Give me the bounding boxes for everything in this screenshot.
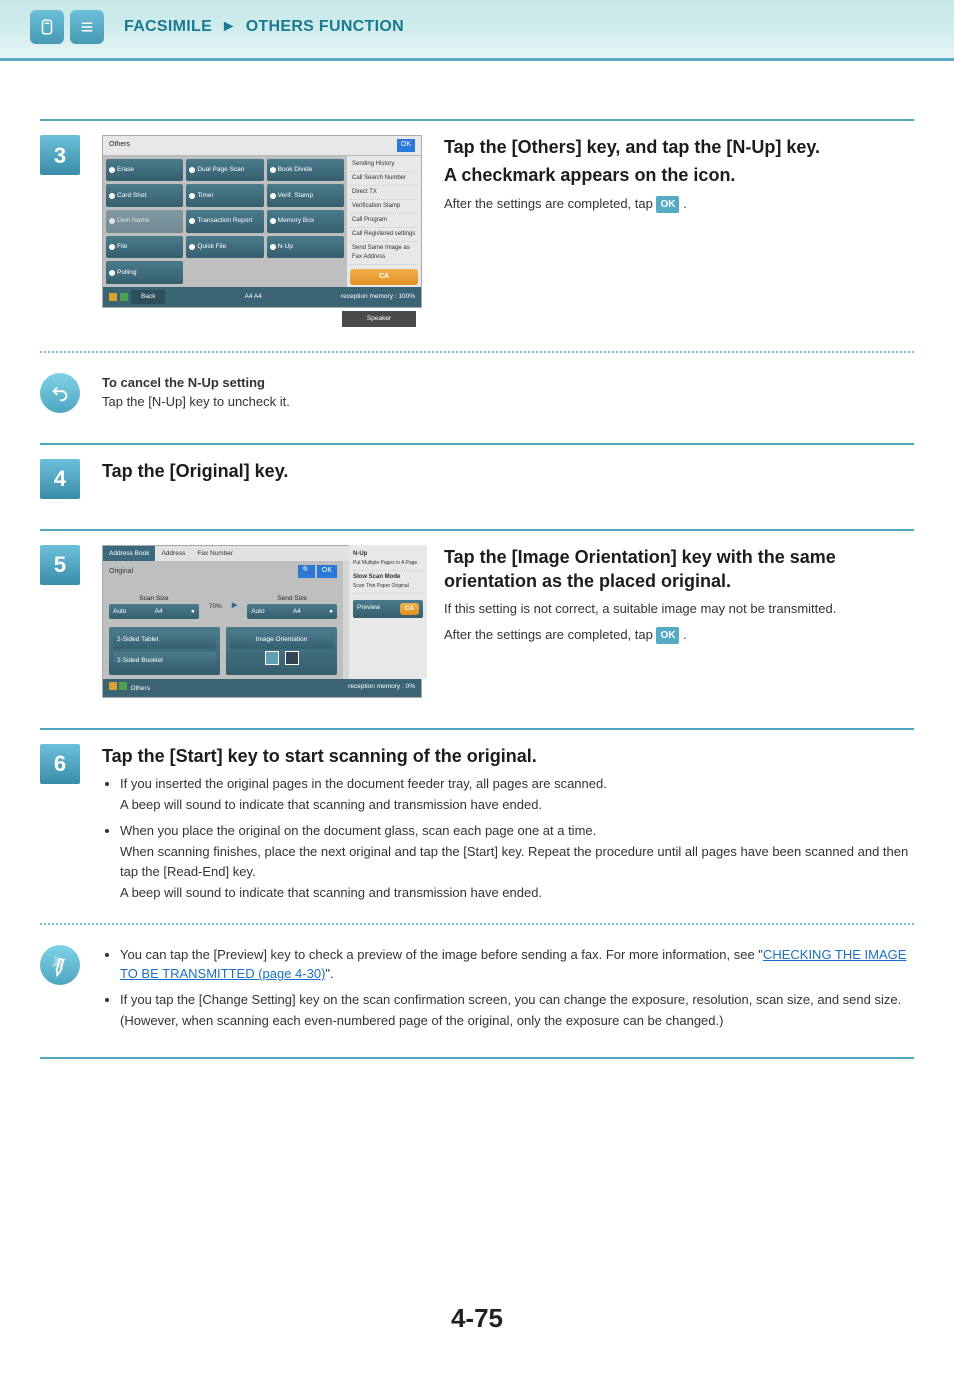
others-cell[interactable]: Verif. Stamp	[267, 184, 344, 207]
step5-p1: If this setting is not correct, a suitab…	[444, 599, 914, 619]
fax-icon	[30, 10, 64, 44]
step-3-number: 3	[40, 135, 80, 175]
footer-sizes: A4 A4	[245, 292, 262, 302]
two-sided-tablet[interactable]: 2-Sided Tablet	[113, 631, 216, 649]
ok-pill: OK	[656, 196, 679, 213]
side-item[interactable]: Verification Stamp	[350, 200, 418, 214]
side-item[interactable]: Direct TX	[350, 186, 418, 200]
tab-address-book[interactable]: Address Book	[103, 546, 155, 562]
others-cell[interactable]: Card Shot	[106, 184, 183, 207]
breadcrumb: FACSIMILE ► OTHERS FUNCTION	[124, 15, 404, 39]
back-button[interactable]: Back	[131, 290, 165, 304]
step-6-number: 6	[40, 744, 80, 784]
breadcrumb-left: FACSIMILE	[124, 18, 212, 35]
others-cell[interactable]: Book Divide	[267, 159, 344, 182]
others-cell[interactable]: Transaction Report	[186, 210, 263, 233]
others-cell[interactable]: Memory Box	[267, 210, 344, 233]
side-item[interactable]: Call Program	[350, 214, 418, 228]
panel-title: Others	[109, 140, 130, 151]
breadcrumb-arrow: ►	[221, 18, 237, 35]
panel-ok[interactable]: OK	[397, 139, 415, 152]
others-cell[interactable]: Quick File	[186, 236, 263, 259]
page-number: 4-75	[40, 1299, 914, 1338]
others-cell[interactable]: File	[106, 236, 183, 259]
original-panel-screenshot: Address Book Address Fax Number 🔍 OK Ori…	[102, 545, 422, 698]
note-icon	[40, 945, 80, 985]
image-orientation[interactable]: Image Orientation	[226, 627, 337, 675]
others-cell[interactable]: Erase	[106, 159, 183, 182]
ca-button[interactable]: CA	[350, 269, 418, 286]
cancel-note-body: Tap the [N-Up] key to uncheck it.	[102, 394, 290, 409]
side-item[interactable]: Send Same Image as Fax Address	[350, 242, 418, 265]
side-item[interactable]: Call Search Number	[350, 172, 418, 186]
footer-memory: reception memory : 100%	[341, 292, 415, 302]
ok-pill: OK	[656, 627, 679, 644]
step3-after-line: After the settings are completed, tap OK…	[444, 194, 914, 214]
original-ok[interactable]: OK	[317, 565, 337, 578]
undo-icon	[40, 373, 80, 413]
step3-heading2: A checkmark appears on the icon.	[444, 163, 914, 187]
cancel-note-title: To cancel the N-Up setting	[102, 375, 265, 390]
others-cell[interactable]: Timer	[186, 184, 263, 207]
list-icon	[70, 10, 104, 44]
step4-heading: Tap the [Original] key.	[102, 459, 914, 483]
step5-after-line: After the settings are completed, tap OK…	[444, 625, 914, 645]
step6-bullets: If you inserted the original pages in th…	[120, 774, 914, 903]
others-cell[interactable]: Polling	[106, 261, 183, 284]
step6-heading: Tap the [Start] key to start scanning of…	[102, 744, 914, 768]
step-4-number: 4	[40, 459, 80, 499]
speaker-button[interactable]: Speaker	[342, 311, 416, 327]
tab-fax-number[interactable]: Fax Number	[191, 546, 239, 562]
tip-line1: You can tap the [Preview] key to check a…	[120, 945, 914, 984]
two-sided-booklet[interactable]: 2-Sided Booklet	[113, 652, 216, 670]
tab-address[interactable]: Address	[155, 546, 191, 562]
side-item[interactable]: Sending History	[350, 158, 418, 172]
step-5-number: 5	[40, 545, 80, 585]
others-panel-screenshot: Others OK EraseDual Page ScanBook Divide…	[102, 135, 422, 308]
step5-heading: Tap the [Image Orientation] key with the…	[444, 545, 914, 594]
side-item[interactable]: Call Registered settings	[350, 228, 418, 242]
others-cell[interactable]: Dual Page Scan	[186, 159, 263, 182]
search-icon[interactable]: 🔍	[298, 565, 315, 578]
others-cell[interactable]: N-Up	[267, 236, 344, 259]
tip-line2: If you tap the [Change Setting] key on t…	[120, 990, 914, 1031]
breadcrumb-right: OTHERS FUNCTION	[246, 18, 404, 35]
step3-heading: Tap the [Others] key, and tap the [N-Up]…	[444, 135, 914, 159]
others-cell[interactable]: Own Name	[106, 210, 183, 233]
